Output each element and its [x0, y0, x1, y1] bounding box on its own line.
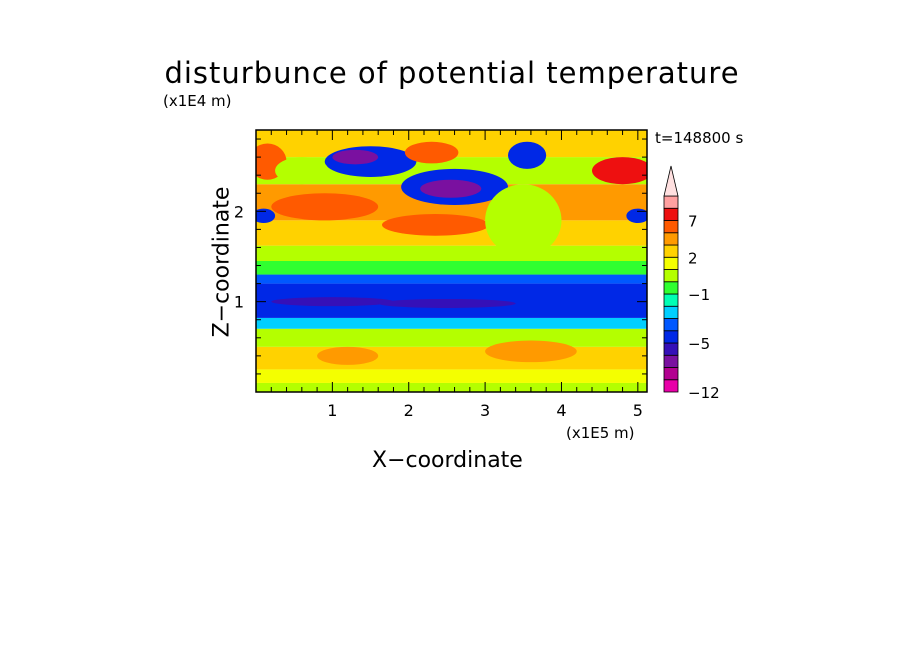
field-band-4 [256, 317, 647, 329]
colorbar-swatch-9 [663, 269, 679, 283]
field-feature-17 [485, 340, 577, 363]
colorbar-swatch-8 [663, 281, 679, 295]
field-feature-10 [592, 157, 647, 185]
field-band-3 [256, 328, 647, 347]
plot-frame [255, 129, 648, 393]
colorbar-tick-label-0: 7 [688, 213, 698, 231]
x-tick-label-1: 1 [327, 401, 337, 420]
field-band-8 [256, 245, 647, 261]
field-feature-6 [508, 141, 547, 169]
field-feature-8 [626, 208, 647, 224]
field-band-7 [256, 261, 647, 275]
colorbar-swatch-14 [663, 207, 679, 221]
contour-field [256, 130, 647, 392]
field-feature-0 [271, 297, 394, 307]
z-tick-label-2: 2 [234, 202, 244, 221]
x-tick-label-5: 5 [633, 401, 643, 420]
x-axis-unit: (x1E5 m) [566, 424, 635, 442]
colorbar-swatch-4 [663, 330, 679, 344]
colorbar-tick-label-4: −12 [688, 384, 720, 402]
field-feature-7 [256, 208, 276, 224]
colorbar-swatch-12 [663, 232, 679, 246]
colorbar-swatch-11 [663, 244, 679, 258]
field-feature-14 [275, 157, 329, 185]
colorbar-extend-arrow [663, 165, 679, 197]
colorbar-swatch-5 [663, 318, 679, 332]
colorbar-swatch-6 [663, 305, 679, 319]
colorbar-swatch-10 [663, 256, 679, 270]
field-feature-15 [485, 184, 562, 257]
x-axis-label: X−coordinate [372, 448, 523, 473]
chart-title: disturbunce of potential temperature [164, 56, 740, 90]
colorbar: 7 2 −1 −5 −12 [663, 165, 720, 402]
field-band-0 [256, 382, 647, 392]
colorbar-swatch-1 [663, 367, 679, 381]
colorbar-swatch-2 [663, 354, 679, 368]
field-band-1 [256, 369, 647, 383]
field-feature-1 [378, 298, 516, 308]
colorbar-swatch-3 [663, 342, 679, 356]
field-feature-5 [420, 179, 482, 198]
colorbar-tick-label-1: 2 [688, 249, 698, 267]
x-tick-label-3: 3 [480, 401, 490, 420]
field-feature-13 [404, 141, 459, 164]
colorbar-swatch-7 [663, 293, 679, 307]
colorbar-tick-label-3: −5 [688, 335, 710, 353]
colorbar-swatch-13 [663, 220, 679, 234]
field-feature-16 [317, 346, 379, 365]
field-feature-3 [332, 149, 379, 165]
field-band-6 [256, 274, 647, 284]
z-tick-label-1: 1 [234, 293, 244, 312]
field-feature-12 [382, 214, 489, 236]
x-tick-label-2: 2 [404, 401, 414, 420]
field-feature-11 [271, 193, 379, 221]
z-axis-unit: (x1E4 m) [163, 92, 232, 110]
time-label: t=148800 s [655, 129, 744, 147]
colorbar-swatch-0 [663, 379, 679, 393]
colorbar-swatch-15 [663, 195, 679, 209]
x-tick-label-4: 4 [556, 401, 566, 420]
colorbar-tick-label-2: −1 [688, 286, 710, 304]
axis-ticks: 1 2 3 4 5 1 2 [234, 130, 647, 420]
field-band-2 [256, 346, 647, 370]
